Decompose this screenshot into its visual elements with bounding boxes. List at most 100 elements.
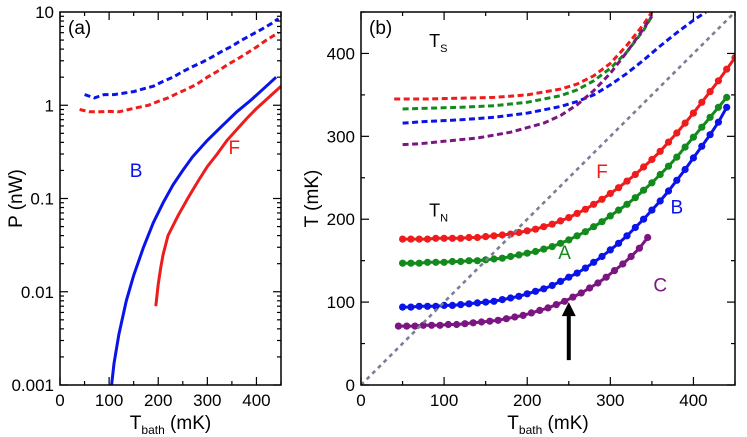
data-point-a xyxy=(415,259,423,267)
data-point-b xyxy=(664,187,673,195)
x-axis-title-sub: bath xyxy=(141,423,164,437)
data-point-f xyxy=(473,233,481,242)
y-tick-label: 0.001 xyxy=(11,376,54,395)
data-point-f xyxy=(531,225,540,233)
data-point-a xyxy=(407,259,415,267)
data-point-b xyxy=(457,301,465,309)
data-point-c xyxy=(428,321,436,329)
data-point-b xyxy=(531,287,540,295)
data-point-c xyxy=(411,322,419,330)
x-axis-title-main: T xyxy=(507,413,519,434)
data-point-b xyxy=(606,246,614,254)
y-tick-label: 400 xyxy=(327,44,355,63)
data-point-c xyxy=(502,315,510,323)
data-point-f xyxy=(399,235,407,243)
data-point-c xyxy=(527,309,536,317)
y-tick-label: 1 xyxy=(45,96,54,115)
x-axis-title-unit: (mK) xyxy=(165,413,211,434)
data-point-b xyxy=(548,281,556,290)
data-point-b xyxy=(565,273,573,281)
y-axis-title: T (mK) xyxy=(302,170,323,228)
data-point-c xyxy=(419,321,427,329)
data-point-a xyxy=(640,186,648,194)
data-point-b xyxy=(706,131,714,139)
data-point-b xyxy=(581,264,590,272)
data-point-a xyxy=(448,257,456,266)
data-point-f xyxy=(615,184,623,192)
data-point-c xyxy=(610,267,619,275)
data-point-a xyxy=(664,162,673,170)
data-point-a xyxy=(540,245,548,253)
data-point-f xyxy=(590,200,598,208)
data-point-b xyxy=(590,258,598,266)
data-point-f xyxy=(606,189,614,198)
data-point-b xyxy=(498,296,506,304)
data-point-f xyxy=(598,195,606,203)
data-point-a xyxy=(498,254,506,262)
y-tick-label: 0.01 xyxy=(21,283,54,302)
data-point-c xyxy=(444,320,452,329)
series-line-b xyxy=(402,106,729,309)
x-axis-title: Tbath (mK) xyxy=(130,413,211,437)
data-point-f xyxy=(490,232,498,240)
data-point-a xyxy=(465,257,473,265)
data-point-f xyxy=(432,234,440,242)
data-point-b xyxy=(490,297,498,305)
data-point-c xyxy=(494,316,502,324)
panel-label: (a) xyxy=(68,18,91,39)
data-point-c xyxy=(436,321,444,329)
series-line-a xyxy=(402,96,728,265)
data-point-a xyxy=(490,255,498,263)
data-point-c xyxy=(394,322,402,330)
data-point-f xyxy=(448,234,456,242)
data-point-b xyxy=(465,300,473,308)
data-point-a xyxy=(648,179,656,187)
label-main: T xyxy=(429,31,440,51)
data-point-b xyxy=(399,303,407,311)
x-axis-title-sub: bath xyxy=(519,423,542,437)
y-tick-label: 10 xyxy=(35,3,54,22)
data-point-f xyxy=(698,98,706,106)
series-line-f-ts xyxy=(394,12,654,101)
data-point-c xyxy=(627,252,635,261)
data-point-a xyxy=(681,143,689,151)
data-point-f xyxy=(498,231,506,239)
data-point-a xyxy=(623,200,631,208)
data-point-a xyxy=(631,194,639,202)
data-point-b xyxy=(723,103,731,111)
data-point-c xyxy=(519,311,527,319)
data-point-a xyxy=(598,218,606,226)
data-point-f xyxy=(556,217,565,225)
data-point-f xyxy=(440,234,448,242)
data-point-c xyxy=(403,322,411,330)
data-point-b xyxy=(540,285,548,293)
data-point-a xyxy=(615,206,623,214)
data-point-b xyxy=(473,299,481,307)
data-point-f xyxy=(423,235,432,243)
label-main: T xyxy=(429,201,440,221)
series-label-b: B xyxy=(670,197,683,218)
label-sub: S xyxy=(440,43,447,55)
label-sub: N xyxy=(440,213,448,225)
data-point-c xyxy=(469,319,477,327)
series-line-b-ts xyxy=(402,12,707,125)
data-point-a xyxy=(656,170,664,179)
data-point-c xyxy=(561,297,569,305)
axis-frame xyxy=(360,11,736,386)
data-point-b xyxy=(407,303,415,311)
data-point-f xyxy=(631,170,639,179)
data-point-f xyxy=(482,233,490,241)
data-point-f xyxy=(673,129,681,137)
data-point-b xyxy=(656,197,664,205)
data-point-b xyxy=(507,294,515,302)
data-point-c xyxy=(552,301,560,309)
data-point-b xyxy=(598,252,606,261)
data-point-a xyxy=(706,113,714,121)
data-point-f xyxy=(415,235,423,243)
data-point-a xyxy=(581,228,590,236)
data-point-b xyxy=(556,277,565,285)
series-label-f: F xyxy=(229,138,241,159)
y-tick-label: 0.1 xyxy=(30,190,54,209)
data-point-a xyxy=(556,239,565,247)
